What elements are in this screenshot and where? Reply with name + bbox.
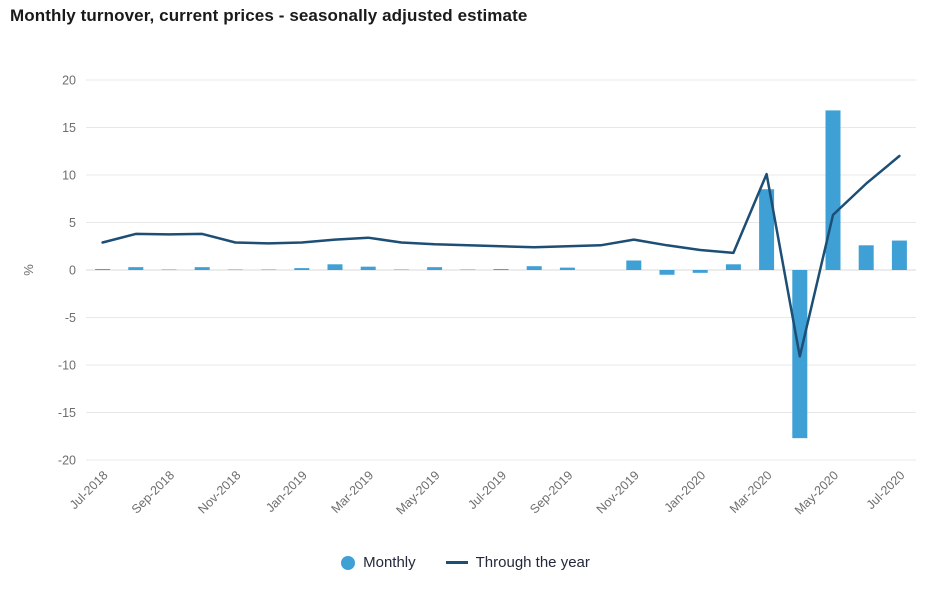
y-tick-label: 0 xyxy=(69,264,76,278)
y-tick-label: -5 xyxy=(65,311,76,325)
y-tick-label: 15 xyxy=(62,121,76,135)
x-tick-label: Jan-2020 xyxy=(662,468,709,515)
bar-May-2020 xyxy=(825,110,841,271)
y-tick-label: 20 xyxy=(62,74,76,88)
bar-Jan-2019 xyxy=(294,268,310,270)
y-axis-title: % xyxy=(21,264,36,276)
x-tick-label: May-2019 xyxy=(394,468,443,517)
y-tick-label: 5 xyxy=(69,216,76,230)
bar-Aug-2019 xyxy=(526,266,542,270)
legend-label-through-the-year: Through the year xyxy=(475,554,590,571)
y-axis-tick-labels: 20 15 10 5 0 -5 -10 -15 -20 xyxy=(58,74,76,468)
bar-Jul-2020 xyxy=(891,240,907,270)
chart-plot: 20 15 10 5 0 -5 -10 -15 -20% Jul-2018 Sep-2018 Nov-… xyxy=(21,74,916,517)
bar-Mar-2019 xyxy=(360,266,376,270)
bar-Aug-2018 xyxy=(128,267,144,270)
bar-Mar-2020 xyxy=(759,189,775,270)
legend-item-through-the-year[interactable]: Through the year xyxy=(445,554,590,571)
x-tick-label: Jan-2019 xyxy=(263,468,310,515)
bar-Jul-2018 xyxy=(95,269,111,270)
legend-label-monthly: Monthly xyxy=(363,554,416,571)
bar-Jan-2020 xyxy=(692,270,708,273)
legend-item-monthly[interactable]: Monthly xyxy=(341,554,416,571)
x-tick-label: Sep-2018 xyxy=(129,468,177,516)
bar-Sep-2019 xyxy=(559,267,575,270)
y-tick-label: -20 xyxy=(58,454,76,468)
x-tick-label: Mar-2019 xyxy=(329,468,377,516)
x-tick-label: Jul-2019 xyxy=(465,468,509,512)
bar-Oct-2018 xyxy=(194,267,210,270)
through-the-year-line xyxy=(101,154,901,358)
x-tick-label: Nov-2018 xyxy=(195,468,243,516)
x-tick-label: Sep-2019 xyxy=(527,468,575,516)
bar-Jul-2019 xyxy=(493,269,509,270)
line-series-dash-icon xyxy=(445,561,468,564)
bar-Feb-2019 xyxy=(327,264,343,270)
y-tick-label: -15 xyxy=(58,406,76,420)
y-tick-label: 10 xyxy=(62,169,76,183)
x-tick-label: Mar-2020 xyxy=(727,468,775,516)
x-tick-label: Jul-2020 xyxy=(864,468,908,512)
monthly-series-circle-icon xyxy=(341,555,356,570)
x-tick-label: Jul-2018 xyxy=(67,468,111,512)
x-tick-label: May-2020 xyxy=(792,468,841,517)
bar-Jun-2020 xyxy=(858,245,874,270)
bar-Nov-2019 xyxy=(626,260,642,270)
bar-May-2019 xyxy=(427,267,443,270)
y-tick-label: -10 xyxy=(58,359,76,373)
bar-Dec-2019 xyxy=(659,270,675,275)
x-tick-label: Nov-2019 xyxy=(594,468,642,516)
bar-Feb-2020 xyxy=(725,264,741,270)
chart-legend: Monthly Through the year xyxy=(0,554,931,571)
x-axis-tick-labels: Jul-2018 Sep-2018 Nov-2018 Jan-2019 Mar-2019… xyxy=(67,468,908,517)
chart-title: Monthly turnover, current prices - seaso… xyxy=(10,6,528,25)
